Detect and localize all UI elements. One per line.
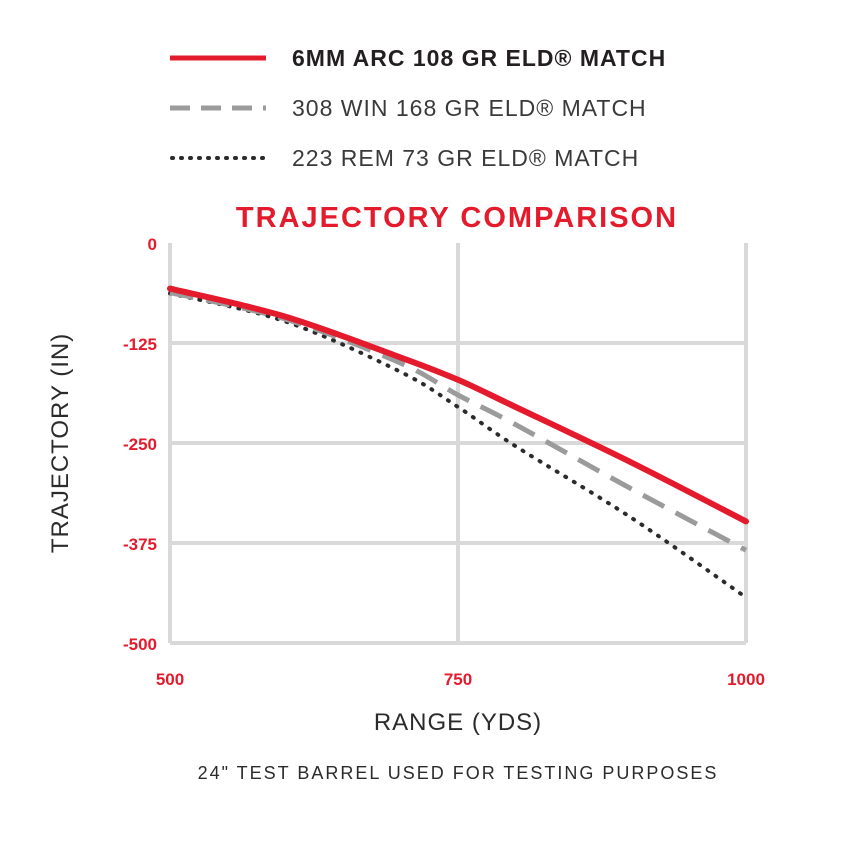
series-line-6mm-arc [167, 285, 749, 525]
footnote: 24" TEST BARREL USED FOR TESTING PURPOSE… [198, 763, 719, 783]
y-tick-label-neg500: -500 [123, 635, 157, 654]
legend-label-6mm-arc: 6MM ARC 108 GR ELD® MATCH [292, 45, 666, 71]
legend-label-223-rem: 223 REM 73 GR ELD® MATCH [292, 145, 639, 171]
chart-title: TRAJECTORY COMPARISON [236, 202, 678, 234]
x-tick-label-750: 750 [444, 670, 472, 689]
legend: 6MM ARC 108 GR ELD® MATCH 308 WIN 168 GR… [170, 45, 666, 171]
y-tick-label-neg375: -375 [123, 535, 157, 554]
x-axis-label: RANGE (YDS) [374, 709, 542, 736]
y-tick-labels: 0 -125 -250 -375 -500 [123, 235, 157, 654]
legend-label-308-win: 308 WIN 168 GR ELD® MATCH [292, 95, 647, 121]
x-tick-labels: 500 750 1000 [156, 670, 765, 689]
series-group [167, 285, 749, 600]
y-tick-label-0: 0 [148, 235, 157, 254]
y-tick-label-neg250: -250 [123, 435, 157, 454]
grid [168, 243, 748, 645]
y-tick-label-neg125: -125 [123, 335, 157, 354]
x-tick-label-1000: 1000 [727, 670, 765, 689]
x-tick-label-500: 500 [156, 670, 184, 689]
y-axis-label: TRAJECTORY (IN) [47, 333, 74, 553]
